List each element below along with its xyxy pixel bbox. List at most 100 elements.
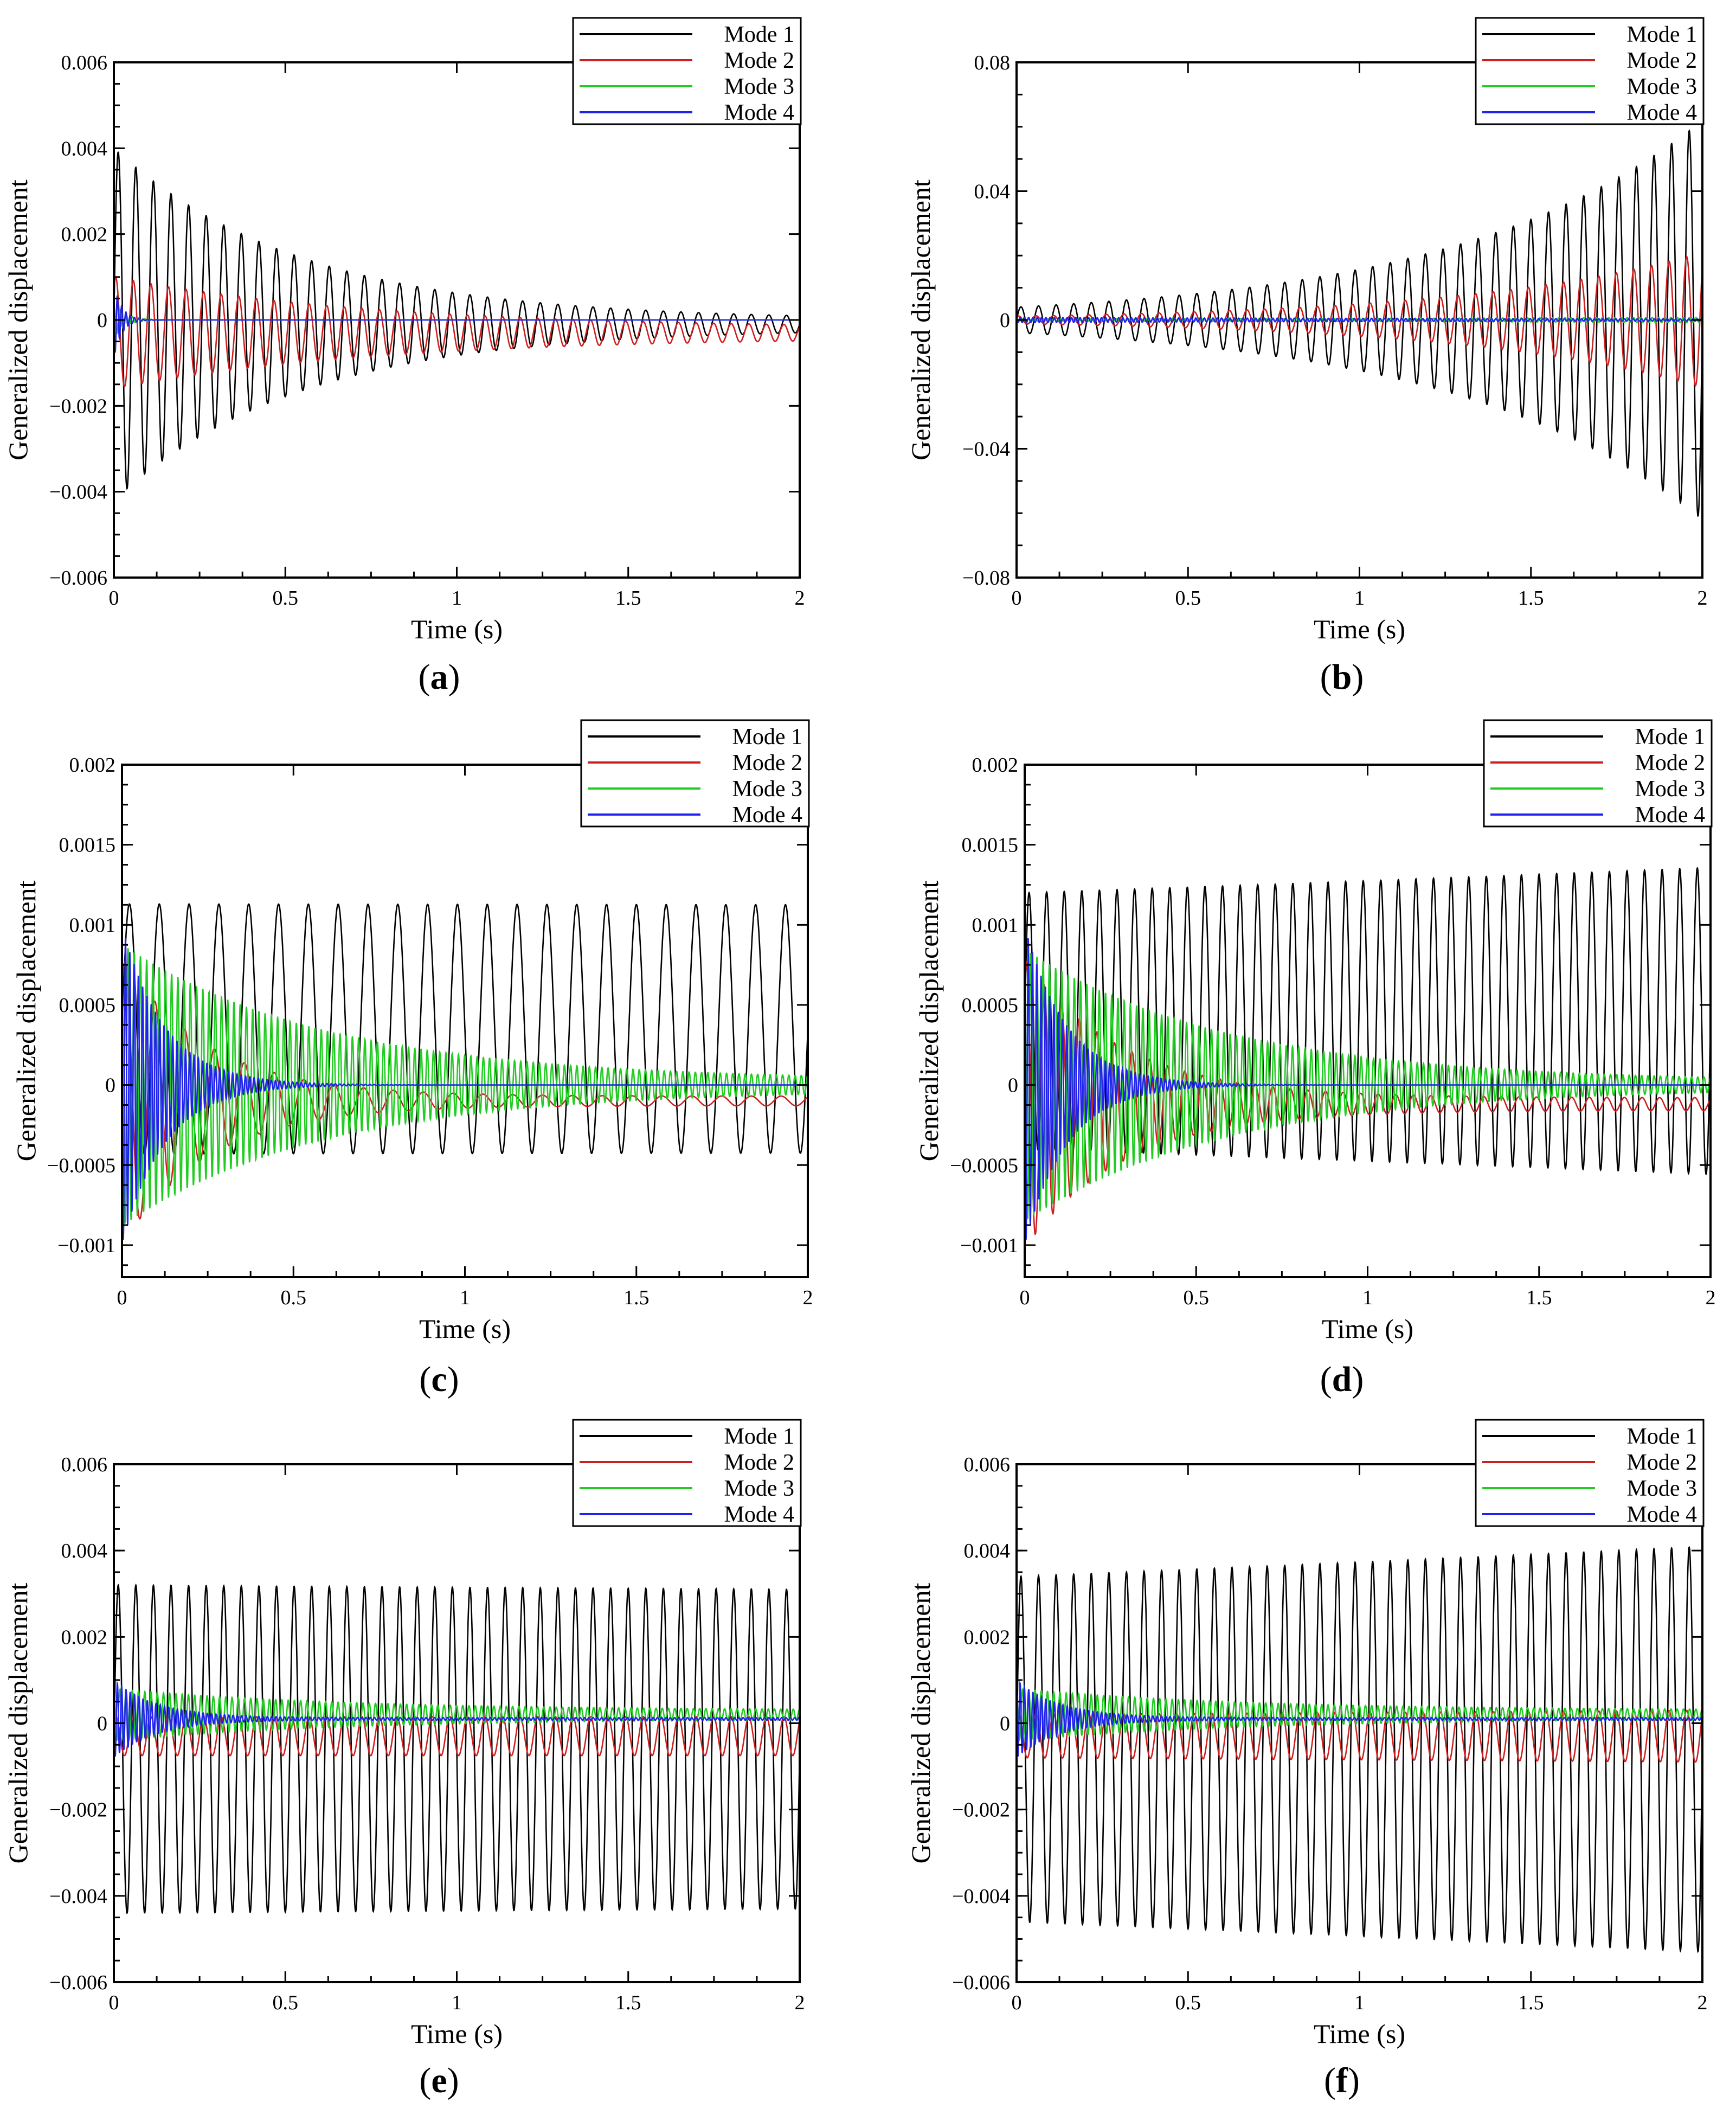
legend-label: Mode 3	[724, 74, 795, 99]
panel-label-letter: a	[430, 657, 448, 697]
y-tick-label: 0.002	[61, 1626, 108, 1649]
y-tick-label: −0.002	[49, 1799, 107, 1822]
y-tick-label: −0.0005	[950, 1154, 1018, 1177]
y-axis-label: Generalized displacement	[11, 881, 41, 1162]
x-axis-label: Time (s)	[1314, 614, 1405, 644]
x-tick-label: 0	[109, 587, 119, 610]
panel-label-close: )	[447, 1360, 459, 1399]
y-tick-label: 0	[105, 1074, 115, 1097]
x-tick-label: 0	[1012, 1991, 1022, 2014]
x-tick-label: 0.5	[281, 1286, 307, 1309]
x-tick-label: 1	[452, 1991, 462, 2014]
panel-label: (c)	[419, 1360, 459, 1399]
x-tick-label: 1	[460, 1286, 470, 1309]
series-line-mode-3	[1017, 1687, 1702, 1741]
legend-label: Mode 3	[1627, 74, 1698, 99]
x-tick-label: 1.5	[615, 1991, 641, 2014]
x-tick-label: 1.5	[1518, 1991, 1544, 2014]
panel-label-open: (	[1320, 657, 1332, 697]
y-axis-label: Generalized displacement	[905, 180, 936, 460]
y-tick-label: 0.001	[972, 914, 1019, 937]
panel-label: (f)	[1324, 2061, 1360, 2100]
panel-label-letter: e	[431, 2061, 447, 2100]
series-group	[114, 151, 800, 490]
y-tick-label: −0.0005	[47, 1154, 115, 1177]
panel-label-open: (	[1324, 2061, 1336, 2100]
series-line-mode-1	[1017, 1546, 1702, 1953]
series-line-mode-3	[122, 947, 808, 1224]
panel-label-close: )	[1352, 1360, 1364, 1399]
legend-label: Mode 1	[1627, 1424, 1698, 1449]
legend-label: Mode 3	[732, 777, 803, 802]
legend-label: Mode 2	[1627, 1450, 1698, 1475]
legend-label: Mode 3	[724, 1476, 795, 1501]
panel-label-letter: f	[1336, 2061, 1348, 2100]
x-tick-label: 0	[109, 1991, 119, 2014]
x-tick-label: 0	[117, 1286, 127, 1309]
y-tick-label: 0.004	[61, 137, 108, 160]
x-tick-label: 2	[803, 1286, 813, 1309]
x-tick-label: 0	[1020, 1286, 1030, 1309]
y-axis-label: Generalized displacement	[3, 180, 33, 460]
legend-box	[1475, 1419, 1705, 1527]
y-tick-label: 0.0015	[962, 834, 1019, 857]
series-line-mode-3	[114, 1687, 800, 1741]
y-axis-label: Generalized displacement	[914, 881, 944, 1162]
x-tick-label: 2	[1706, 1286, 1716, 1309]
panel-label-letter: d	[1332, 1360, 1352, 1399]
y-tick-label: 0	[97, 1713, 107, 1735]
legend-label: Mode 1	[724, 1424, 795, 1449]
legend-label: Mode 4	[724, 1502, 795, 1527]
panel-label: (a)	[419, 657, 460, 697]
panel-label-open: (	[1320, 1360, 1332, 1399]
x-tick-label: 2	[1698, 1991, 1708, 2014]
series-line-mode-4	[114, 1681, 800, 1757]
legend-label: Mode 2	[724, 48, 795, 73]
legend-label: Mode 1	[1635, 725, 1706, 749]
x-tick-label: 1.5	[615, 587, 641, 610]
x-tick-label: 0	[1012, 587, 1022, 610]
y-tick-label: −0.08	[962, 567, 1010, 589]
panel-label-close: )	[1352, 657, 1364, 697]
panel-label-open: (	[419, 1360, 431, 1399]
x-tick-label: 1	[452, 587, 462, 610]
y-tick-label: −0.004	[49, 481, 107, 504]
y-tick-label: 0.004	[61, 1540, 108, 1562]
legend-label: Mode 2	[732, 751, 803, 776]
series-line-mode-4	[1017, 316, 1702, 324]
series-line-mode-1	[122, 903, 808, 1155]
panel-label-close: )	[447, 2061, 459, 2100]
series-line-mode-4	[1017, 1681, 1702, 1757]
legend-label: Mode 3	[1627, 1476, 1698, 1501]
x-tick-label: 2	[795, 587, 805, 610]
y-tick-label: −0.001	[57, 1234, 115, 1257]
x-tick-label: 1	[1354, 587, 1365, 610]
panel-f: 0 0.5 1 1.5 2 −0.006 −0.004 −0.002 0 0.002 0.004 0.…	[905, 1419, 1708, 2100]
series-group	[1025, 867, 1711, 1240]
series-line-mode-4	[114, 295, 800, 353]
legend-box	[1475, 17, 1705, 125]
panel-label: (d)	[1320, 1360, 1364, 1399]
y-tick-label: 0.006	[61, 1453, 108, 1476]
panel-label: (e)	[419, 2061, 459, 2100]
x-tick-label: 1.5	[1526, 1286, 1552, 1309]
x-axis-label: Time (s)	[1322, 1313, 1413, 1344]
series-line-mode-1	[114, 151, 800, 490]
x-tick-label: 0.5	[273, 1991, 299, 2014]
y-axis-label: Generalized displacement	[3, 1583, 33, 1864]
y-tick-label: −0.006	[952, 1971, 1010, 1994]
y-tick-label: 0.002	[69, 754, 116, 777]
series-line-mode-1	[1025, 867, 1711, 1176]
y-tick-label: −0.004	[952, 1885, 1010, 1908]
series-line-mode-1	[1017, 129, 1702, 517]
x-tick-label: 2	[795, 1991, 805, 2014]
series-group	[1017, 129, 1702, 517]
series-group	[1017, 1546, 1702, 1953]
legend-label: Mode 4	[724, 100, 795, 125]
legend-box	[572, 17, 802, 125]
panel-c: 0 0.5 1 1.5 2 −0.001 −0.0005 0 0.0005 0.001 0.0015…	[11, 719, 813, 1399]
